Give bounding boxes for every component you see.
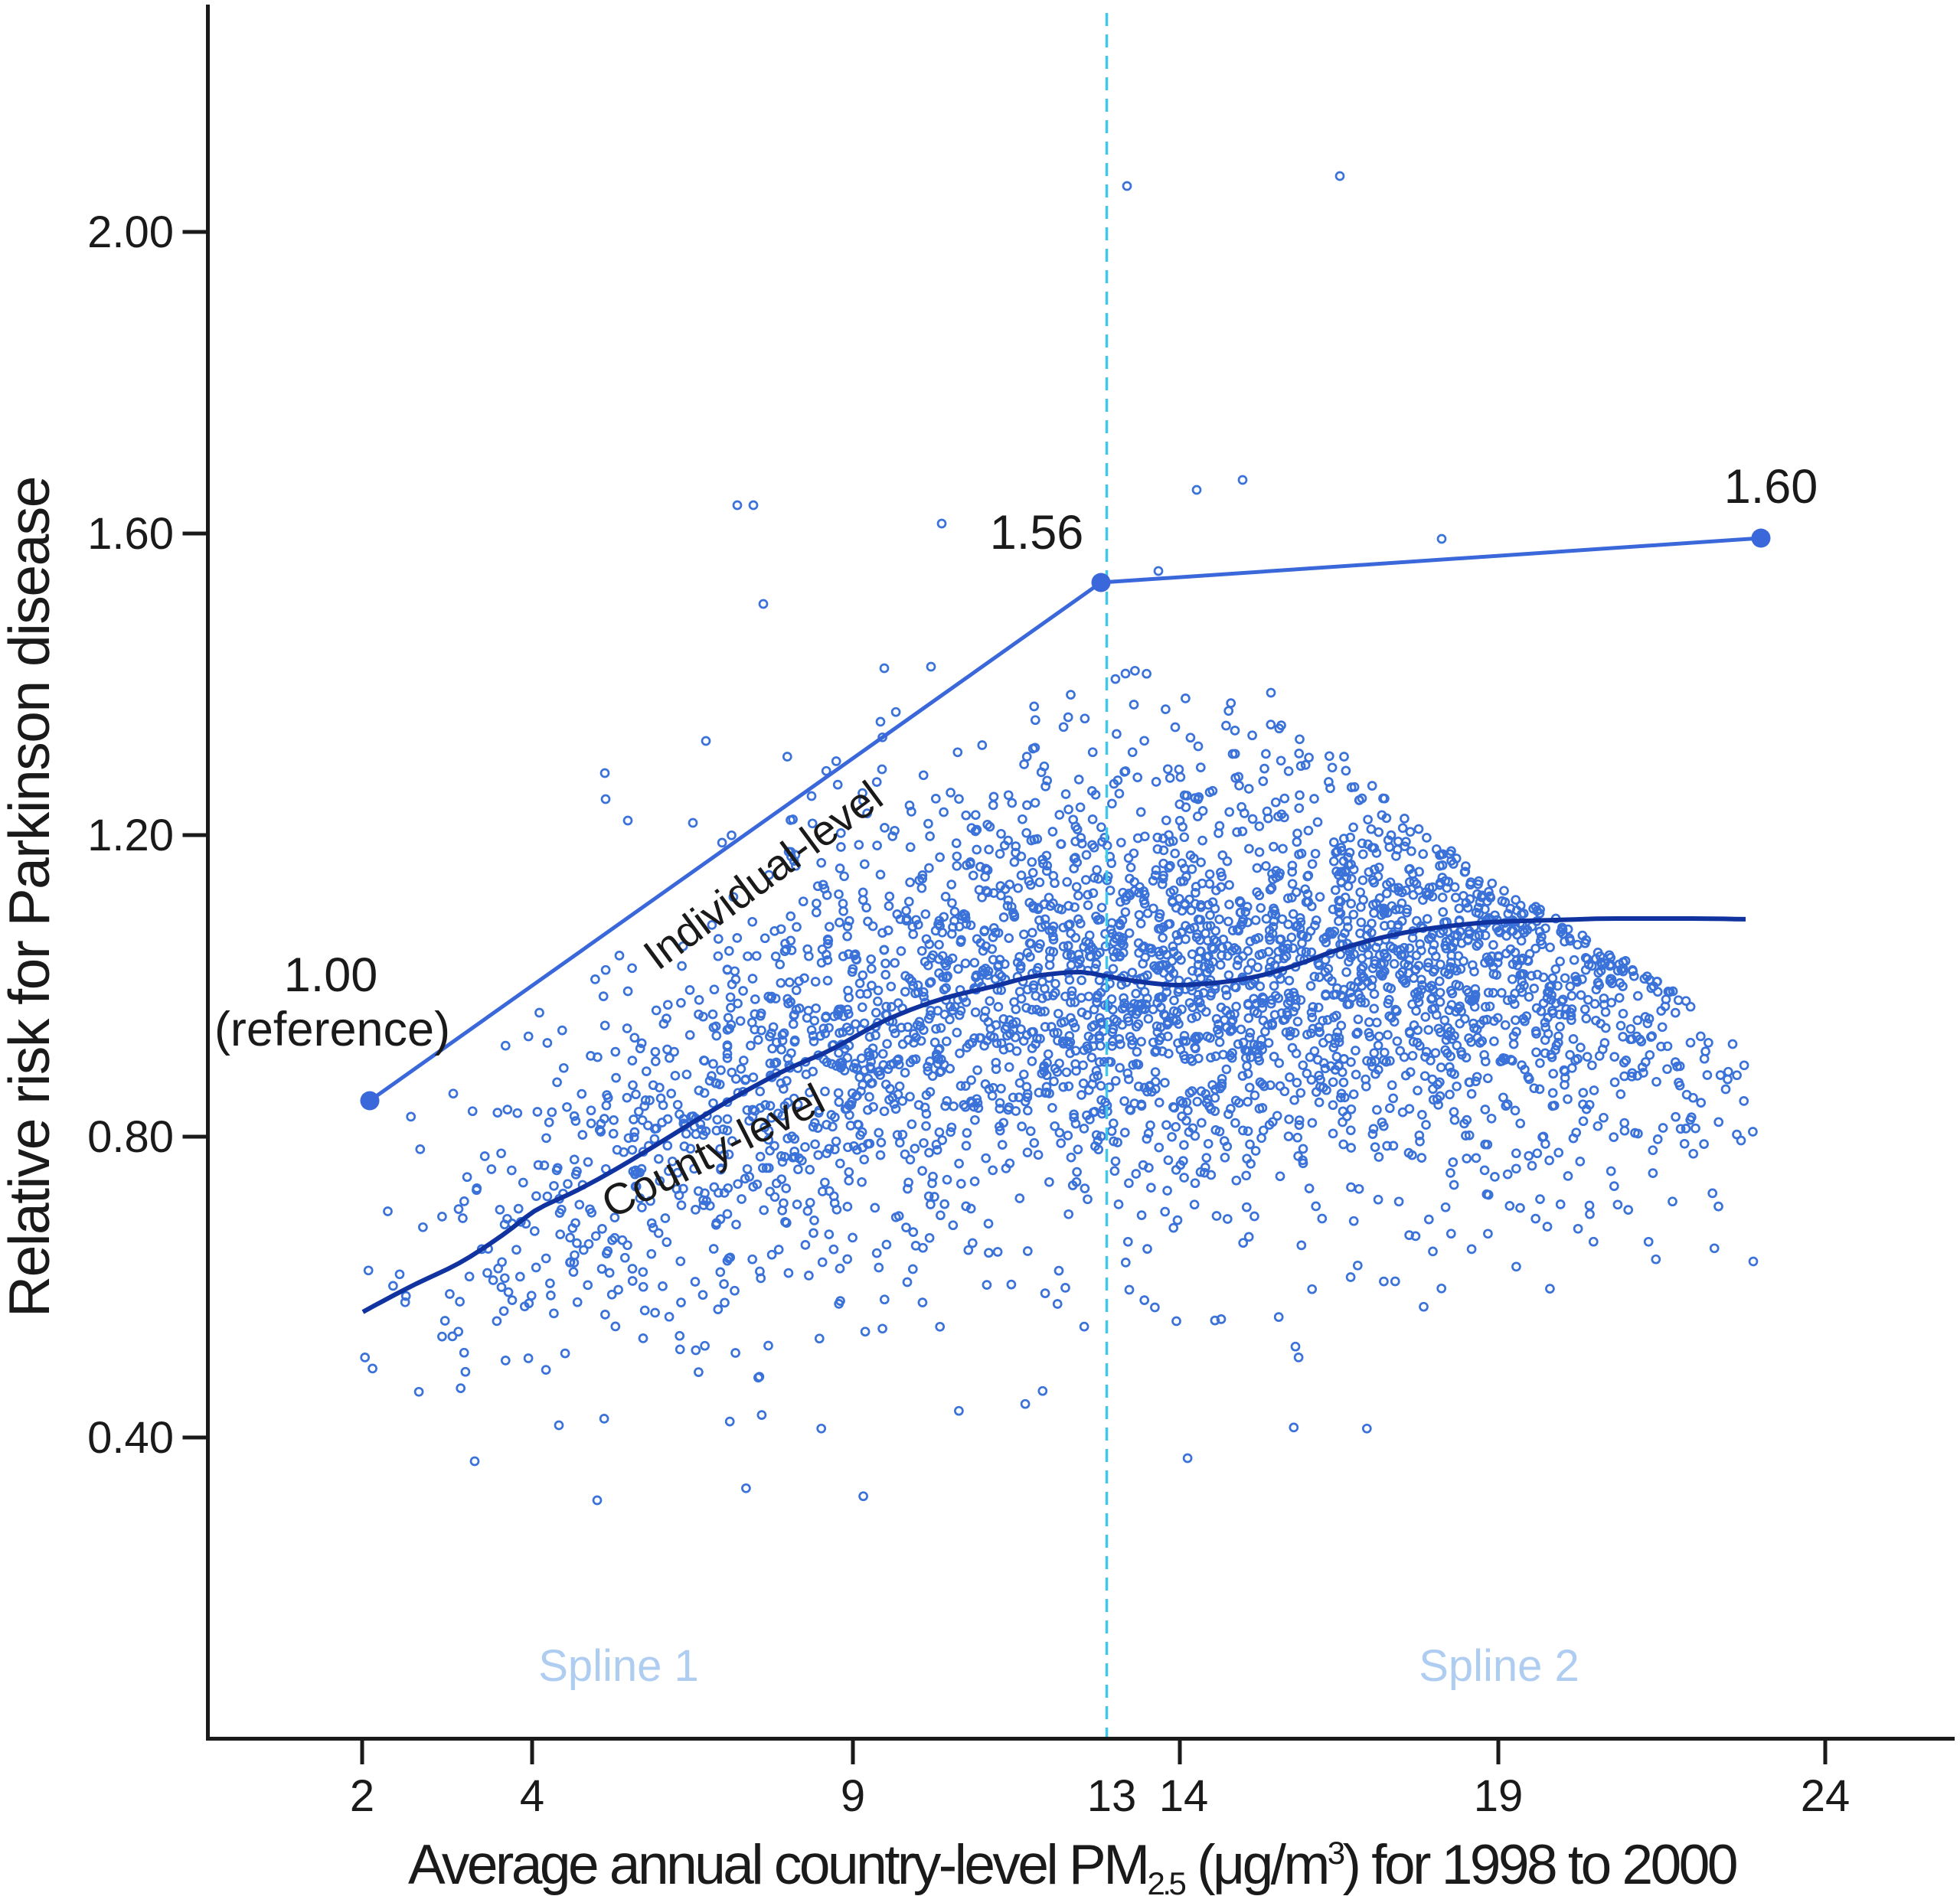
svg-text:14: 14 [1159, 1771, 1209, 1821]
svg-text:13: 13 [1087, 1771, 1137, 1821]
svg-text:9: 9 [841, 1771, 865, 1821]
svg-text:4: 4 [520, 1771, 544, 1821]
svg-text:1.00: 1.00 [284, 948, 378, 1002]
svg-text:2: 2 [350, 1771, 374, 1821]
svg-text:1.56: 1.56 [990, 506, 1084, 560]
svg-text:0.40: 0.40 [87, 1413, 174, 1463]
svg-text:19: 19 [1474, 1771, 1524, 1821]
svg-text:Spline 1: Spline 1 [538, 1641, 699, 1691]
svg-text:2.00: 2.00 [87, 207, 174, 257]
svg-text:1.60: 1.60 [1724, 460, 1818, 514]
svg-text:1.60: 1.60 [87, 509, 174, 559]
svg-text:Relative risk for Parkinson di: Relative risk for Parkinson disease [0, 477, 61, 1317]
svg-text:1.20: 1.20 [87, 811, 174, 860]
svg-text:Spline 2: Spline 2 [1419, 1641, 1579, 1691]
svg-text:24: 24 [1801, 1771, 1851, 1821]
svg-text:(reference): (reference) [214, 1003, 450, 1056]
svg-text:Average annual country-level P: Average annual country-level PM2.5 (μg/m… [408, 1834, 1736, 1896]
svg-text:0.80: 0.80 [87, 1112, 174, 1162]
